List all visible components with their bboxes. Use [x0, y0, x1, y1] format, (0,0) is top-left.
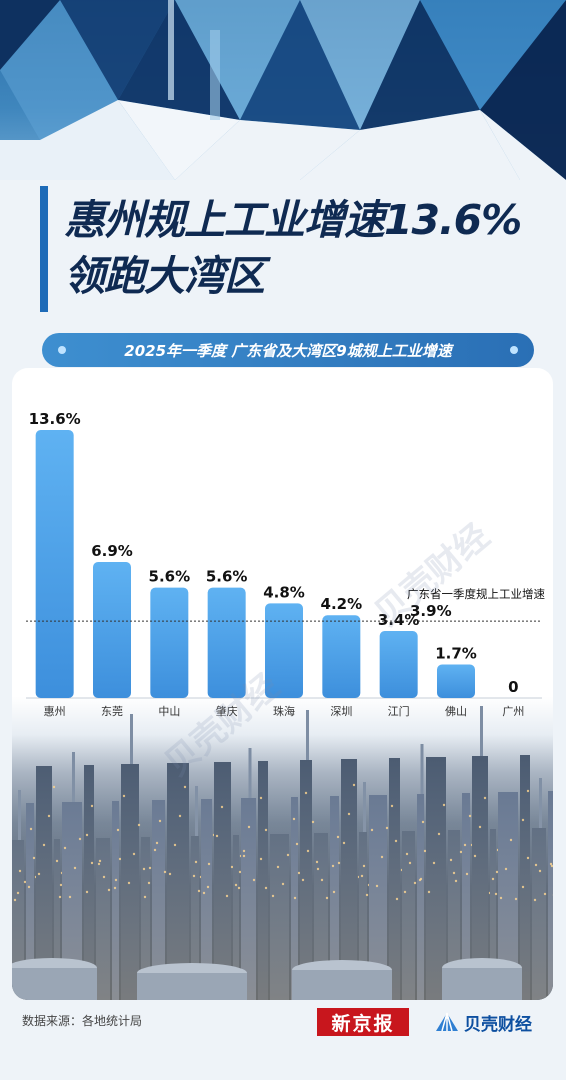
bar-chart: 13.6% 6.9% 5.6% 5.6% 4.8% 4.2% 3.4% 1.7% 0 广东省一季…	[12, 410, 553, 1000]
data-label-广州: 0	[508, 678, 518, 696]
data-label-佛山: 1.7%	[435, 645, 477, 663]
data-label-江门: 3.4%	[378, 611, 420, 629]
pill-dot-right	[510, 346, 518, 354]
bar-佛山	[437, 664, 475, 698]
chart-panel: 13.6% 6.9% 5.6% 5.6% 4.8% 4.2% 3.4% 1.7% 0 广东省一季…	[12, 368, 553, 1000]
chart-title: 2025年一季度 广东省及大湾区9城规上工业增速	[124, 341, 452, 360]
data-label-中山: 5.6%	[149, 568, 191, 586]
geometric-city-pattern	[0, 0, 566, 180]
xinjingbao-logo: 新京报	[317, 1008, 409, 1036]
tick-label-珠海: 珠海	[273, 704, 295, 718]
chart-title-pill: 2025年一季度 广东省及大湾区9城规上工业增速	[42, 333, 534, 367]
bar-东莞	[93, 562, 131, 698]
bar-珠海	[265, 603, 303, 698]
data-label-惠州: 13.6%	[29, 410, 81, 428]
tick-label-中山: 中山	[158, 705, 180, 718]
page-title: 惠州规上工业增速13.6% 领跑大湾区	[64, 192, 522, 304]
title-line-2: 领跑大湾区	[64, 252, 265, 300]
reference-line-name: 广东省一季度规上工业增速	[407, 587, 545, 601]
industrial-skyline	[12, 706, 553, 1000]
data-label-东莞: 6.9%	[91, 542, 133, 560]
tick-label-广州: 广州	[502, 705, 524, 718]
tick-label-东莞: 东莞	[101, 705, 123, 718]
data-label-深圳: 4.2%	[321, 595, 363, 613]
title-accent-bar	[40, 186, 48, 312]
bar-肇庆	[207, 587, 246, 698]
tick-label-佛山: 佛山	[445, 705, 467, 718]
bar-中山	[150, 587, 189, 698]
bar-惠州	[35, 430, 74, 698]
hero-banner	[0, 0, 566, 180]
tick-label-肇庆: 肇庆	[216, 704, 238, 718]
beike-logo-text: 贝壳财经	[464, 1014, 532, 1035]
tick-label-江门: 江门	[388, 704, 410, 718]
data-label-肇庆: 5.6%	[206, 568, 248, 586]
data-label-珠海: 4.8%	[263, 583, 305, 601]
shell-icon	[436, 1012, 458, 1032]
bar-深圳	[322, 615, 361, 698]
pill-dot-left	[58, 346, 66, 354]
bar-江门	[379, 631, 418, 698]
data-source: 数据来源：各地统计局	[22, 1014, 143, 1028]
reference-line-value: 3.9%	[410, 602, 452, 620]
tick-label-惠州: 惠州	[44, 704, 66, 718]
beike-logo: 贝壳财经	[434, 1009, 532, 1035]
title-line-1: 惠州规上工业增速13.6%	[64, 196, 522, 244]
tick-label-深圳: 深圳	[330, 705, 352, 718]
